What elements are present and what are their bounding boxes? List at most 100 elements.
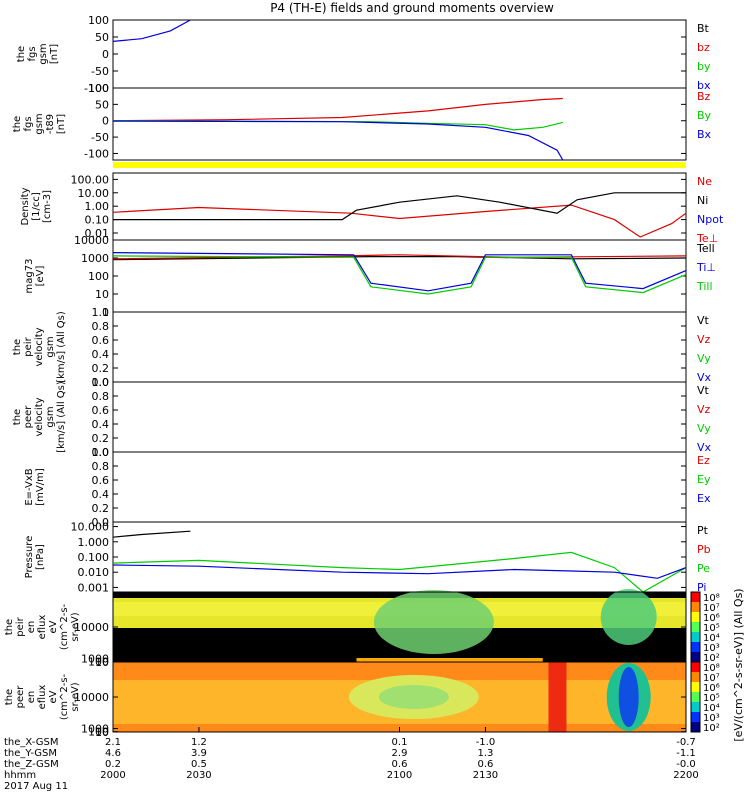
colorbar-tick-label: 10⁸ bbox=[703, 663, 720, 674]
y-tick-label: 1.0 bbox=[92, 446, 110, 459]
series-line-bx bbox=[112, 19, 191, 42]
y-axis-label: [eV] bbox=[35, 266, 46, 287]
y-axis-label: [km/s] (All Qs) bbox=[56, 311, 67, 383]
spectrogram-blob bbox=[618, 667, 639, 727]
y-axis-label: eV bbox=[48, 620, 59, 633]
colorbar-segment bbox=[691, 632, 700, 643]
y-axis-label: [cm-3] bbox=[42, 190, 53, 223]
y-tick-label: 10 bbox=[95, 288, 109, 301]
series-line-Bx bbox=[112, 120, 564, 161]
y-tick-label: 0.2 bbox=[92, 362, 110, 375]
y-tick-label: 0.100 bbox=[78, 551, 110, 564]
y-tick-label: 0.8 bbox=[92, 320, 110, 333]
y-axis-label: peer bbox=[23, 405, 34, 429]
spectrogram-blob bbox=[600, 589, 657, 645]
panel-frame bbox=[112, 311, 687, 383]
y-axis-label: the bbox=[12, 409, 23, 425]
x-tick-label: 2030 bbox=[186, 770, 211, 781]
spectrogram-blob bbox=[373, 590, 494, 654]
y-tick-label: 10000 bbox=[74, 234, 109, 247]
legend-entry: Ex bbox=[697, 492, 711, 505]
legend-entry: Te⊥ bbox=[696, 232, 718, 245]
y-tick-label: 1000 bbox=[81, 723, 109, 736]
colorbar-tick-label: 10⁸ bbox=[703, 593, 720, 604]
y-axis-label: Density bbox=[20, 187, 31, 225]
y-axis-label: [nT] bbox=[56, 114, 67, 134]
legend-entry: Pb bbox=[697, 543, 711, 556]
colorbar-tick-label: 10⁵ bbox=[703, 693, 720, 704]
legend-entry: Ni bbox=[697, 194, 708, 207]
colorbar-segment bbox=[691, 622, 700, 633]
panel-temperature: 10000 1000 100 10 1 mag73 [eV] Tell Ti⊥ Till bbox=[24, 234, 716, 319]
colorbar-tick-label: 10² bbox=[703, 653, 720, 664]
y-tick-label: 1000 bbox=[81, 252, 109, 265]
y-axis-label: E=-VxB bbox=[24, 468, 35, 505]
y-tick-label: 0.0 bbox=[92, 516, 110, 529]
legend-entry: Pe bbox=[697, 562, 710, 575]
y-tick-label: 1000 bbox=[81, 653, 109, 666]
y-tick-label: 1.0 bbox=[92, 376, 110, 389]
series-line-Pi bbox=[112, 564, 687, 579]
y-axis-label: the bbox=[4, 619, 15, 635]
y-tick-label: -100 bbox=[84, 147, 109, 160]
y-axis-label: [mV/m] bbox=[35, 468, 46, 506]
legend-entry: bx bbox=[697, 79, 711, 92]
x-tick-label: 1.2 bbox=[191, 737, 207, 748]
y-tick-label: 0.001 bbox=[78, 581, 110, 594]
x-row-label: the_X-GSM bbox=[4, 737, 58, 748]
legend-entry: Till bbox=[696, 280, 713, 293]
spectrogram-blob bbox=[378, 685, 449, 709]
y-axis-label: gsm bbox=[45, 406, 56, 427]
y-tick-label: 1.00 bbox=[85, 200, 110, 213]
y-tick-label: 10 bbox=[95, 656, 109, 669]
y-axis-label: mag73 bbox=[24, 259, 35, 294]
y-axis-label: (cm^2-s- bbox=[59, 603, 70, 650]
colorbar-tick-label: 10⁶ bbox=[703, 613, 720, 624]
x-tick-label: -0.7 bbox=[676, 737, 696, 748]
legend-entry: Pt bbox=[697, 524, 709, 537]
y-tick-label: 0.6 bbox=[92, 404, 110, 417]
colorbar-segment bbox=[691, 682, 700, 693]
legend-entry: Tell bbox=[696, 242, 715, 255]
y-tick-label: -100 bbox=[84, 82, 109, 95]
x-tick-label: 2100 bbox=[387, 770, 412, 781]
y-tick-label: 0.2 bbox=[92, 432, 110, 445]
y-tick-label: 100.00 bbox=[71, 173, 110, 186]
x-tick-label: 0.1 bbox=[392, 737, 408, 748]
y-tick-label: 0.6 bbox=[92, 334, 110, 347]
colorbar-segment bbox=[691, 642, 700, 653]
y-tick-label: 0.01 bbox=[85, 227, 110, 240]
y-tick-label: 100 bbox=[88, 726, 109, 739]
y-axis-label: [km/s] (All Qs) bbox=[56, 381, 67, 453]
y-axis-label: the bbox=[12, 116, 23, 132]
y-tick-label: 10000 bbox=[74, 621, 109, 634]
x-row-label: hhmm bbox=[4, 770, 36, 781]
colorbar-tick-label: 10⁴ bbox=[703, 703, 720, 714]
y-tick-label: 0 bbox=[102, 48, 109, 61]
x-tick-label: 2200 bbox=[673, 770, 698, 781]
y-tick-label: 10000 bbox=[74, 691, 109, 704]
y-axis-label: fgs bbox=[23, 116, 34, 131]
legend-entry: Vx bbox=[697, 371, 712, 384]
y-tick-label: 0.6 bbox=[92, 474, 110, 487]
y-axis-label: en bbox=[26, 621, 37, 634]
legend-entry: Vt bbox=[697, 314, 710, 327]
series-line-Ne bbox=[112, 204, 687, 238]
panel-frame bbox=[112, 172, 687, 241]
y-axis-label: -t89 bbox=[45, 114, 56, 134]
x-tick-label: 1.3 bbox=[477, 748, 493, 759]
y-axis-label: velocity bbox=[34, 327, 45, 366]
legend-entry: Vz bbox=[697, 333, 711, 346]
y-axis-label: [1/cc] bbox=[31, 192, 42, 221]
legend-entry: Bz bbox=[697, 90, 711, 103]
colorbar-segment bbox=[691, 692, 700, 703]
x-tick-label: 2000 bbox=[100, 770, 125, 781]
y-tick-label: 100 bbox=[88, 82, 109, 95]
colorbar-segment bbox=[691, 652, 700, 663]
y-axis-label: en bbox=[26, 691, 37, 704]
series-line-Pt bbox=[112, 530, 191, 538]
y-tick-label: 1.000 bbox=[78, 536, 110, 549]
